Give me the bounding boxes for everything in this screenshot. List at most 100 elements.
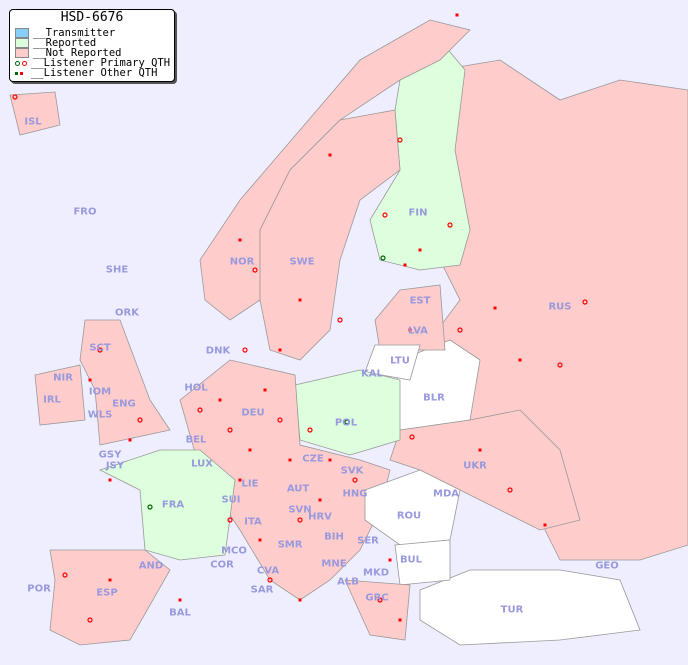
listener-primary-marker (87, 617, 93, 623)
listener-primary-marker (582, 299, 588, 305)
listener-other-marker (298, 298, 302, 302)
country-central (179, 359, 391, 601)
listener-other-marker (408, 328, 412, 332)
country-label-eng: ENG (112, 398, 136, 410)
country-france (98, 449, 236, 561)
country-label-por: POR (27, 583, 51, 595)
listener-primary-marker (267, 577, 273, 583)
country-ukr (389, 409, 581, 531)
listener-other-marker (403, 263, 407, 267)
listener-other-marker (108, 478, 112, 482)
country-label-aut: AUT (286, 483, 310, 495)
swatch (15, 38, 29, 48)
country-label-irl: IRL (43, 394, 61, 406)
country-label-ita: ITA (244, 516, 262, 528)
country-iberia (49, 549, 171, 646)
listener-other-marker (258, 538, 262, 542)
listener-other-marker (318, 498, 322, 502)
listener-other-marker (493, 306, 497, 310)
country-grc (344, 579, 411, 641)
country-ltu (364, 344, 421, 381)
legend-label: __Reported (33, 37, 97, 49)
listener-primary-marker (97, 347, 103, 353)
country-label-lux: LUX (191, 458, 213, 470)
country-label-est: EST (409, 295, 431, 307)
country-label-bul: BUL (399, 554, 423, 566)
country-label-she: SHE (105, 264, 129, 276)
listener-other-marker (388, 558, 392, 562)
listener-other-marker (518, 358, 522, 362)
country-label-mne: MNE (321, 558, 347, 570)
listener-primary-marker (380, 255, 386, 261)
country-label-hng: HNG (342, 488, 368, 500)
legend-label: __Not Reported (33, 47, 122, 59)
country-label-kal: KAL (361, 368, 383, 380)
listener-primary-marker (352, 477, 358, 483)
listener-primary-marker (197, 407, 203, 413)
listener-primary-marker (242, 347, 248, 353)
country-label-sar: SAR (250, 584, 274, 596)
listener-other-marker (418, 248, 422, 252)
country-label-smr: SMR (277, 539, 303, 551)
listener-other-marker (288, 458, 292, 462)
country-label-isl: ISL (24, 116, 42, 128)
country-label-grc: GRC (365, 592, 389, 604)
country-label-lie: LIE (241, 478, 259, 490)
country-label-cva: CVA (256, 565, 280, 577)
listener-primary-marker (62, 572, 68, 578)
country-label-gsy: GSY (98, 449, 122, 461)
listener-primary-marker (12, 94, 18, 100)
listener-primary-marker (447, 222, 453, 228)
country-label-mco: MCO (221, 545, 247, 557)
listener-other-marker (398, 618, 402, 622)
country-label-nor: NOR (229, 256, 255, 268)
country-label-svn: SVN (288, 504, 312, 516)
listener-primary-marker (252, 267, 258, 273)
country-poland (294, 369, 401, 456)
listener-primary-marker (377, 597, 383, 603)
country-label-cze: CZE (302, 453, 324, 465)
listener-other-marker (88, 378, 92, 382)
square-marker-icon (15, 71, 27, 75)
listener-primary-marker (409, 434, 415, 440)
country-bul (394, 539, 451, 586)
country-label-hrv: HRV (308, 511, 332, 523)
listener-other-marker (263, 388, 267, 392)
country-label-bel: BEL (185, 434, 207, 446)
country-label-sct: SCT (89, 342, 111, 354)
listener-other-marker (108, 578, 112, 582)
country-label-mkd: MKD (362, 567, 390, 579)
listener-primary-marker (227, 517, 233, 523)
country-label-ukr: UKR (463, 460, 487, 472)
country-label-ltu: LTU (390, 355, 410, 367)
legend-item-other-qth: __Listener Other QTH (10, 68, 174, 78)
listener-other-marker (328, 153, 332, 157)
listener-primary-marker (344, 419, 350, 425)
country-label-pol: POL (334, 417, 358, 429)
country-label-dnk: DNK (205, 345, 231, 357)
legend-label: __Transmitter (33, 27, 116, 39)
listener-primary-marker (277, 417, 283, 423)
listener-primary-marker (297, 517, 303, 523)
country-label-fin: FIN (408, 207, 428, 219)
listener-primary-marker (147, 504, 153, 510)
swatch (15, 48, 29, 58)
ring-marker-icon (15, 60, 27, 66)
country-label-bih: BIH (324, 531, 344, 543)
listener-primary-marker (137, 417, 143, 423)
country-label-swe: SWE (289, 256, 315, 268)
country-label-rus: RUS (548, 301, 572, 313)
legend-item-primary-qth: __Listener Primary QTH (10, 58, 174, 68)
listener-primary-marker (397, 137, 403, 143)
country-label-sui: SUI (221, 494, 241, 506)
listener-primary-marker (557, 362, 563, 368)
listener-other-marker (128, 438, 132, 442)
country-label-nir: NIR (53, 372, 73, 384)
country-label-geo: GEO (595, 560, 619, 572)
legend-title: HSD-6676 (60, 10, 124, 25)
listener-other-marker (298, 598, 302, 602)
country-label-blr: BLR (423, 392, 445, 404)
listener-other-marker (238, 478, 242, 482)
